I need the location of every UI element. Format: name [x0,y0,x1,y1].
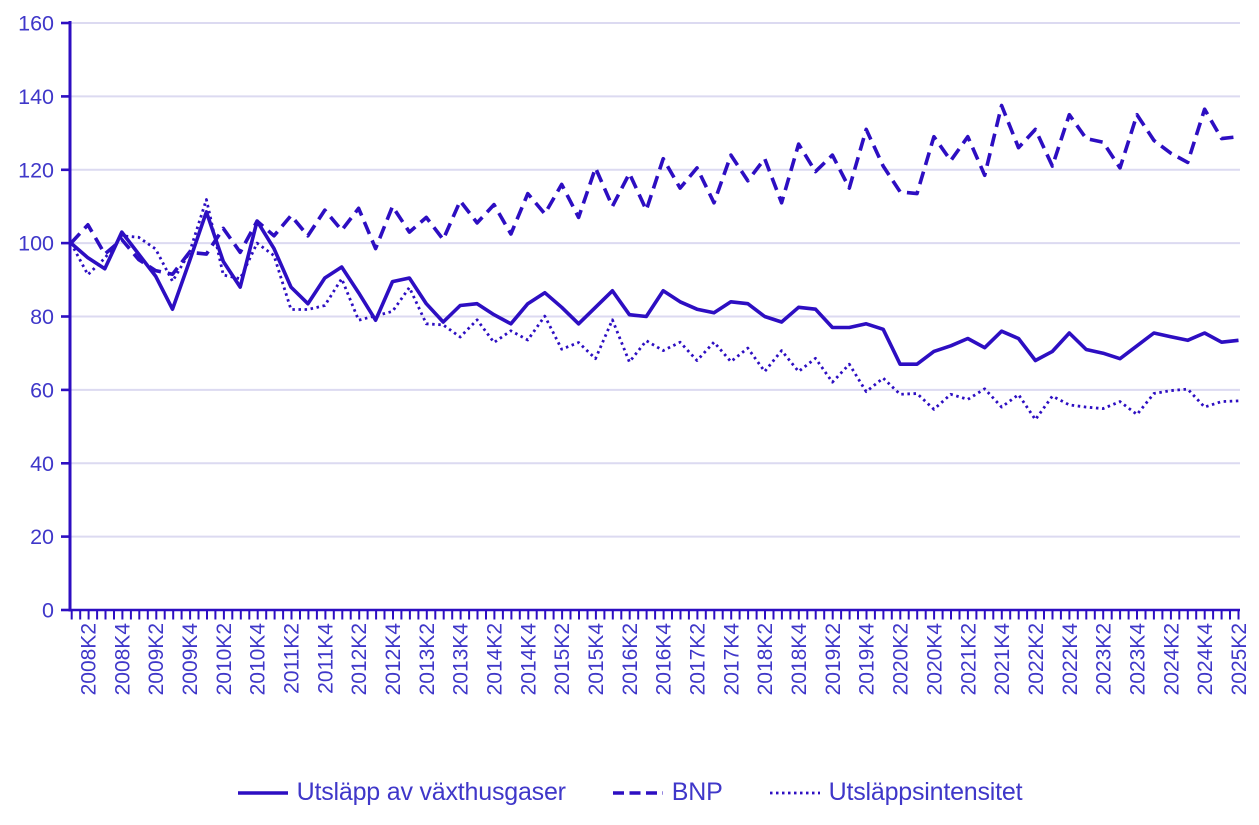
x-axis-labels: 2008K2 2008K4 2009K2 2009K4 2010K2 2010K4 2011… [77,623,1251,696]
x-axis-tick-label: 2009K4 [179,623,202,696]
x-axis-tick-label: 2021K4 [991,623,1014,696]
x-axis-tick-label: 2024K2 [1160,623,1183,695]
series-line-utslapp-av-vaxthusgaser [69,210,1239,367]
legend-label: Utsläpp av växthusgaser [296,778,566,806]
series-line-bnp [69,103,1239,277]
y-axis-tick-label: 0 [42,599,54,623]
x-axis-tick-label: 2013K4 [450,623,473,696]
legend-solid-line-icon [237,790,288,795]
x-axis-tick-label: 2025K2 [1228,623,1251,695]
x-axis-tick-label: 2019K2 [822,623,845,695]
x-axis-tick-label: 2009K2 [145,623,168,695]
x-axis-tick-label: 2015K2 [551,623,574,695]
x-axis-tick-label: 2010K2 [213,623,236,695]
x-axis-tick-label: 2011K2 [281,623,304,694]
legend-item-utslappsintensitet: Utsläppsintensitet [769,778,1023,807]
chart-legend: Utsläpp av växthusgaser BNP Utsläppsintens… [0,778,1259,807]
x-axis-tick-label: 2017K4 [720,623,743,696]
x-axis-tick-label: 2018K4 [788,623,811,696]
x-axis-ticks [70,610,1240,620]
x-axis-tick-label: 2022K4 [1059,623,1082,696]
y-axis-tick-label: 40 [30,452,54,476]
legend-label: Utsläppsintensitet [828,778,1023,806]
y-axis-tick-label: 20 [30,525,54,549]
x-axis-tick-label: 2008K4 [111,623,134,696]
x-axis-tick-label: 2023K2 [1093,623,1116,695]
legend-dashed-line-icon [612,790,663,795]
x-axis-tick-label: 2020K4 [923,623,946,696]
y-axis-tick-label: 160 [18,12,54,36]
x-axis-tick-label: 2010K4 [247,623,270,696]
x-axis-tick-label: 2012K2 [348,623,371,695]
x-axis-tick-label: 2020K2 [890,623,913,695]
x-axis-tick-label: 2017K2 [687,623,710,695]
series-line-utslappsintensitet [69,198,1239,422]
y-axis-tick-label: 60 [30,378,54,402]
x-axis-tick-label: 2022K2 [1025,623,1048,695]
y-axis: 0 20 40 60 80 100 120 140 160 [18,12,71,623]
gridlines [70,22,1240,538]
legend-item-utslapp-av-vaxthusgaser: Utsläpp av växthusgaser [237,778,566,807]
x-axis-tick-label: 2014K4 [517,623,540,696]
x-axis-tick-label: 2021K2 [957,623,980,695]
x-axis-tick-label: 2024K4 [1194,623,1217,696]
x-axis-tick-label: 2008K2 [77,623,100,695]
x-axis-tick-label: 2023K4 [1127,623,1150,696]
y-axis-tick-label: 120 [18,158,54,182]
x-axis-tick-label: 2014K2 [484,623,507,695]
x-axis-tick-label: 2019K4 [856,623,879,696]
y-axis-tick-label: 100 [18,232,54,256]
x-axis-tick-label: 2011K4 [314,623,337,694]
x-axis-tick-label: 2012K4 [382,623,405,696]
x-axis-tick-label: 2016K2 [619,623,642,695]
x-axis-tick-label: 2013K2 [416,623,439,695]
legend-dotted-line-icon [769,791,820,794]
legend-item-bnp: BNP [612,778,723,807]
y-axis-tick-label: 80 [30,305,54,329]
y-axis-tick-label: 140 [18,85,54,109]
x-axis-tick-label: 2015K4 [585,623,608,696]
x-axis-tick-label: 2018K2 [754,623,777,695]
legend-label: BNP [671,778,723,806]
x-axis-tick-label: 2016K4 [653,623,676,696]
